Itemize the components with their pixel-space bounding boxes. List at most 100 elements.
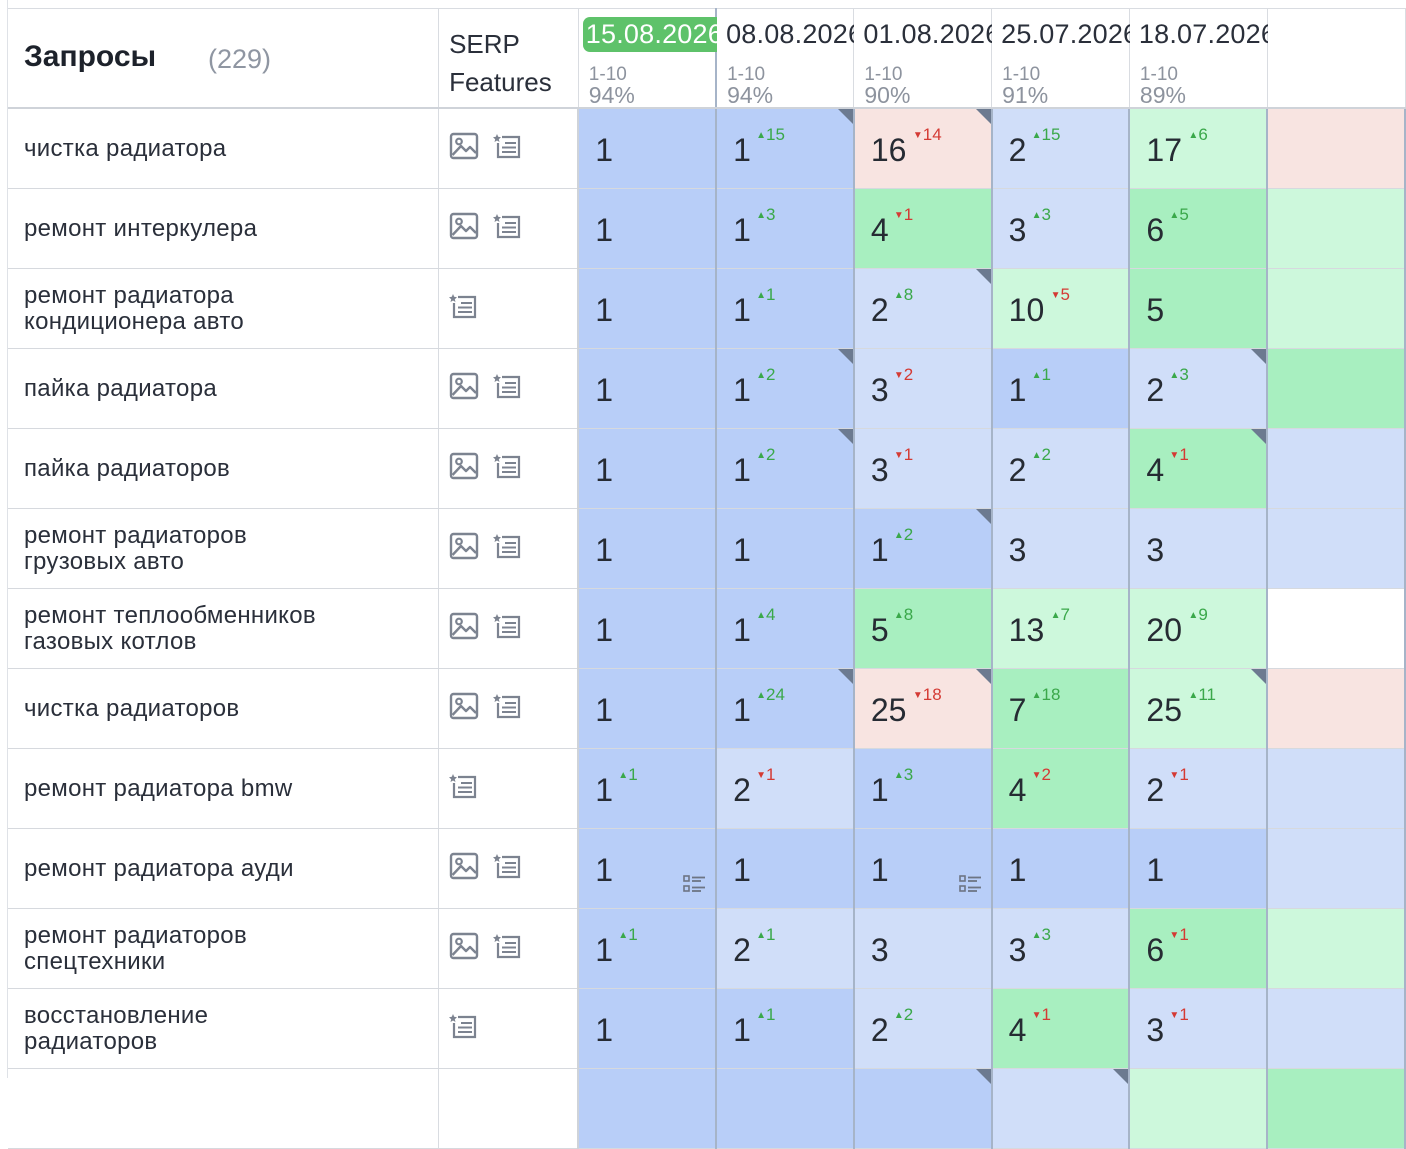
position-cell[interactable]: [1267, 668, 1406, 749]
note-corner-marker[interactable]: [1251, 669, 1267, 684]
featured-snippet-icon[interactable]: [449, 771, 479, 806]
featured-snippet-icon[interactable]: [493, 851, 523, 886]
featured-snippet-icon[interactable]: [493, 691, 523, 726]
position-cell[interactable]: 1: [578, 508, 718, 589]
position-cell[interactable]: 1: [578, 268, 718, 349]
position-cell[interactable]: 2 ▼1: [716, 748, 855, 829]
note-corner-marker[interactable]: [837, 349, 853, 364]
position-cell[interactable]: 2 ▲1: [716, 908, 855, 989]
position-cell[interactable]: 1 ▲1: [578, 908, 718, 989]
position-cell[interactable]: 2 ▲3: [1129, 348, 1269, 429]
position-cell[interactable]: 25 ▼18: [853, 668, 993, 749]
position-cell[interactable]: [1267, 508, 1406, 589]
note-corner-marker[interactable]: [975, 509, 991, 524]
date-column-header[interactable]: 25.07.2026 1-10 91%: [991, 8, 1138, 109]
image-icon[interactable]: [449, 451, 479, 486]
image-icon[interactable]: [449, 851, 479, 886]
position-cell[interactable]: 1: [578, 188, 718, 269]
date-column-header[interactable]: 08.08.2026 1-10 94%: [716, 8, 863, 109]
position-cell[interactable]: 1 ▲15: [716, 108, 855, 189]
query-cell[interactable]: [8, 1068, 440, 1149]
image-icon[interactable]: [449, 131, 479, 166]
position-cell[interactable]: 3: [853, 908, 993, 989]
position-cell[interactable]: [578, 1068, 718, 1149]
position-cell[interactable]: 1: [1129, 828, 1269, 909]
position-cell[interactable]: 1 ▲1: [716, 988, 855, 1069]
position-cell[interactable]: 1 ▲2: [853, 508, 993, 589]
position-cell[interactable]: 1 ▲1: [578, 748, 718, 829]
featured-snippet-icon[interactable]: [493, 611, 523, 646]
position-cell[interactable]: 1: [578, 108, 718, 189]
position-cell[interactable]: 1: [716, 828, 855, 909]
position-cell[interactable]: 3 ▼2: [853, 348, 993, 429]
query-cell[interactable]: чистка радиатора: [8, 108, 440, 189]
image-icon[interactable]: [449, 531, 479, 566]
position-cell[interactable]: [1267, 268, 1406, 349]
note-corner-marker[interactable]: [837, 429, 853, 444]
position-cell[interactable]: 3: [1129, 508, 1269, 589]
position-cell[interactable]: 13 ▲7: [991, 588, 1131, 669]
position-cell[interactable]: 17 ▲6: [1129, 108, 1269, 189]
note-corner-marker[interactable]: [837, 669, 853, 684]
image-icon[interactable]: [449, 371, 479, 406]
query-cell[interactable]: ремонт интеркулера: [8, 188, 440, 269]
list-snippet-icon[interactable]: [958, 875, 983, 898]
query-cell[interactable]: ремонт теплообменников газовых котлов: [8, 588, 440, 669]
query-cell[interactable]: ремонт радиатора кондиционера авто: [8, 268, 440, 349]
position-cell[interactable]: 3: [991, 508, 1131, 589]
position-cell[interactable]: 6 ▲5: [1129, 188, 1269, 269]
date-column-header[interactable]: 15.08.2026 1-10 94%: [578, 8, 726, 109]
queries-header[interactable]: Запросы (229): [8, 8, 440, 109]
position-cell[interactable]: 1 ▲3: [716, 188, 855, 269]
position-cell[interactable]: 16 ▼14: [853, 108, 993, 189]
list-snippet-icon[interactable]: [683, 875, 707, 898]
position-cell[interactable]: [1267, 988, 1406, 1069]
position-cell[interactable]: 2 ▲2: [853, 988, 993, 1069]
position-cell[interactable]: 1 ▲3: [853, 748, 993, 829]
position-cell[interactable]: 3 ▼1: [853, 428, 993, 509]
featured-snippet-icon[interactable]: [493, 451, 523, 486]
query-cell[interactable]: пайка радиатора: [8, 348, 440, 429]
position-cell[interactable]: 10 ▼5: [991, 268, 1131, 349]
note-corner-marker[interactable]: [975, 1069, 991, 1084]
position-cell[interactable]: 5: [1129, 268, 1269, 349]
image-icon[interactable]: [449, 211, 479, 246]
position-cell[interactable]: 7 ▲18: [991, 668, 1131, 749]
position-cell[interactable]: [991, 1068, 1131, 1149]
position-cell[interactable]: [1267, 428, 1406, 509]
position-cell[interactable]: 1 ▲2: [716, 348, 855, 429]
note-corner-marker[interactable]: [837, 109, 853, 124]
note-corner-marker[interactable]: [975, 109, 991, 124]
position-cell[interactable]: 25 ▲11: [1129, 668, 1269, 749]
date-column-header[interactable]: 01.08.2026 1-10 90%: [853, 8, 1000, 109]
position-cell[interactable]: [1267, 348, 1406, 429]
position-cell[interactable]: 3 ▲3: [991, 908, 1131, 989]
note-corner-marker[interactable]: [975, 669, 991, 684]
note-corner-marker[interactable]: [975, 269, 991, 284]
featured-snippet-icon[interactable]: [493, 371, 523, 406]
position-cell[interactable]: [1267, 1068, 1406, 1149]
position-cell[interactable]: 1: [578, 668, 718, 749]
position-cell[interactable]: 1: [578, 588, 718, 669]
date-column-header[interactable]: [1267, 8, 1406, 109]
position-cell[interactable]: 20 ▲9: [1129, 588, 1269, 669]
position-cell[interactable]: 1 ▲1: [716, 268, 855, 349]
position-cell[interactable]: 4 ▼1: [991, 988, 1131, 1069]
position-cell[interactable]: 1 ▲4: [716, 588, 855, 669]
query-cell[interactable]: восстановление радиаторов: [8, 988, 440, 1069]
position-cell[interactable]: 4 ▼1: [853, 188, 993, 269]
featured-snippet-icon[interactable]: [449, 1011, 479, 1046]
query-cell[interactable]: ремонт радиатора bmw: [8, 748, 440, 829]
position-cell[interactable]: 1 ▲24: [716, 668, 855, 749]
position-cell[interactable]: 5 ▲8: [853, 588, 993, 669]
featured-snippet-icon[interactable]: [493, 931, 523, 966]
query-cell[interactable]: ремонт радиаторов грузовых авто: [8, 508, 440, 589]
position-cell[interactable]: 3 ▲3: [991, 188, 1131, 269]
position-cell[interactable]: 1 ▲1: [991, 348, 1131, 429]
position-cell[interactable]: [853, 1068, 993, 1149]
position-cell[interactable]: 2 ▲2: [991, 428, 1131, 509]
position-cell[interactable]: 1: [716, 508, 855, 589]
image-icon[interactable]: [449, 931, 479, 966]
position-cell[interactable]: [1267, 588, 1406, 669]
query-cell[interactable]: чистка радиаторов: [8, 668, 440, 749]
